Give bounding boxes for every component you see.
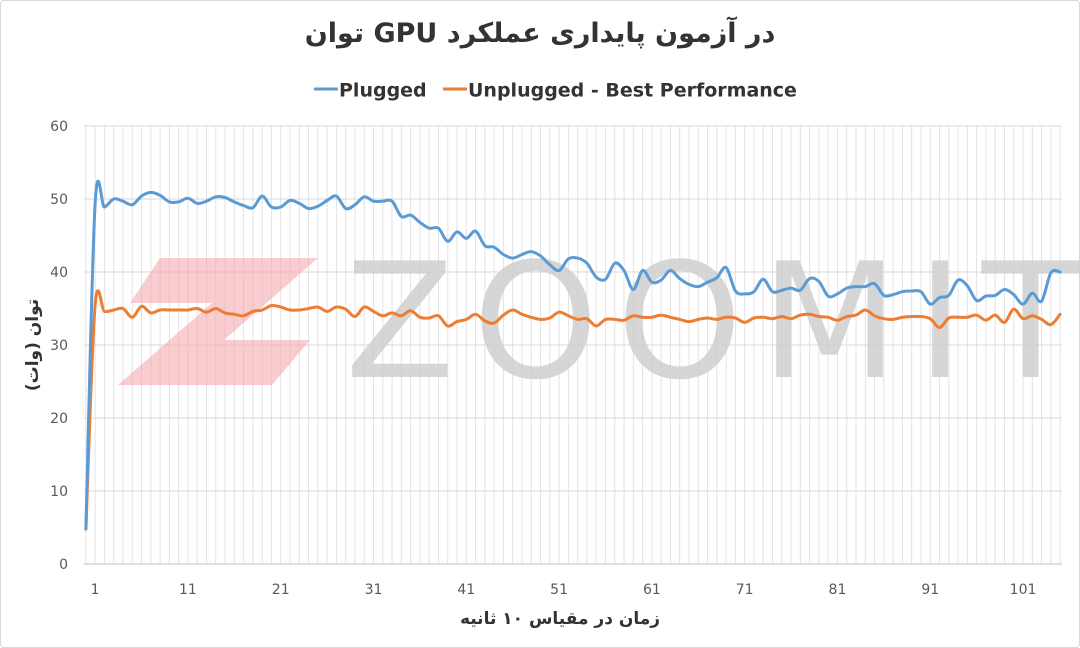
zoomit-watermark: ZOOMIT bbox=[118, 228, 1080, 415]
series-line-unplugged bbox=[84, 289, 1062, 531]
y-tick-label: 30 bbox=[50, 338, 68, 354]
y-tick-label: 0 bbox=[59, 557, 68, 573]
x-tick-label: 91 bbox=[921, 582, 939, 598]
y-tick-label: 50 bbox=[50, 192, 68, 208]
y-tick-label: 10 bbox=[50, 484, 68, 500]
x-tick-label: 21 bbox=[272, 582, 290, 598]
x-tick-label: 61 bbox=[643, 582, 661, 598]
series-line-plugged bbox=[84, 180, 1062, 531]
x-tick-label: 31 bbox=[365, 582, 383, 598]
y-tick-label: 20 bbox=[50, 411, 68, 427]
x-tick-label: 51 bbox=[550, 582, 568, 598]
x-axis-title: زمان در مقیاس ۱۰ ثانیه bbox=[460, 609, 660, 629]
series-lines bbox=[84, 180, 1062, 531]
y-axis-title: توان (وات) bbox=[23, 299, 43, 391]
legend: Plugged Unplugged - Best Performance bbox=[314, 80, 797, 102]
x-tick-label: 81 bbox=[829, 582, 847, 598]
watermark-text: ZOOMIT bbox=[345, 228, 1080, 415]
legend-label-unplugged: Unplugged - Best Performance bbox=[468, 80, 797, 102]
legend-label-plugged: Plugged bbox=[339, 80, 427, 102]
y-tick-label: 60 bbox=[50, 119, 68, 135]
watermark-logo-z bbox=[118, 258, 318, 385]
y-tick-label: 40 bbox=[50, 265, 68, 281]
chart-title: توان GPU در آزمون پایداری عملکرد bbox=[305, 16, 776, 49]
x-tick-label: 1 bbox=[91, 582, 100, 598]
x-tick-label: 101 bbox=[1010, 582, 1037, 598]
x-tick-label: 11 bbox=[179, 582, 197, 598]
x-tick-label: 41 bbox=[457, 582, 475, 598]
x-tick-label: 71 bbox=[736, 582, 754, 598]
